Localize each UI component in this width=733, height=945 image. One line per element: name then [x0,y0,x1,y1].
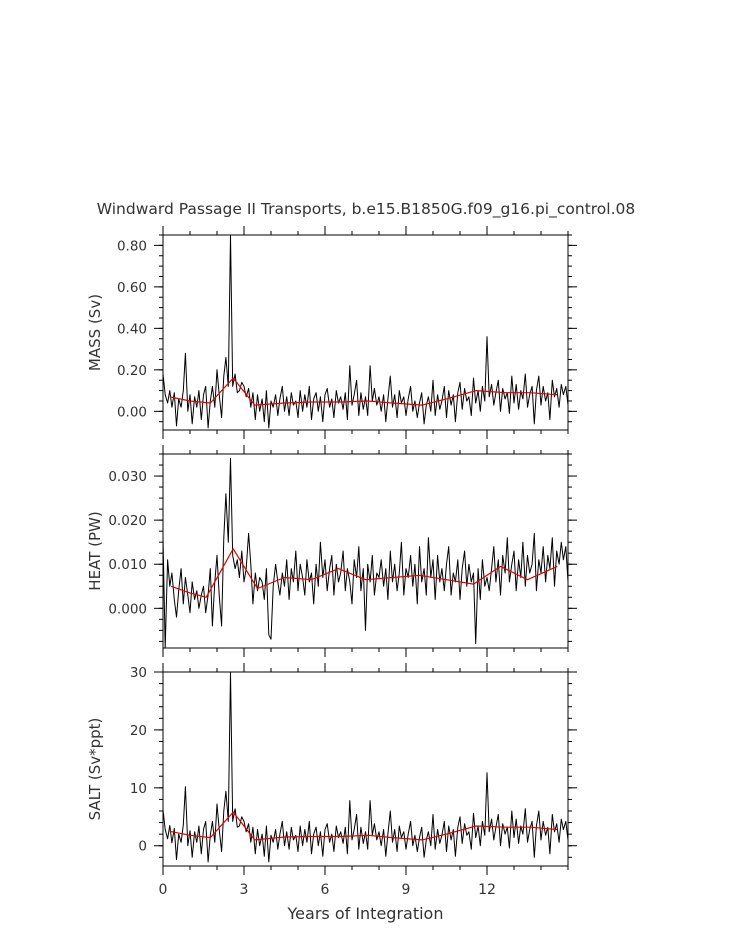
plot-frame [162,234,569,431]
y-tick-label: 30 [130,665,147,681]
y-tick-label: 0.030 [108,469,147,485]
chart-title: Windward Passage II Transports, b.e15.B1… [97,200,636,219]
x-tick-label: 12 [478,882,496,898]
panel-0: 0.00 0.20 0.40 0.60 0.80 MASS (Sv) [86,226,577,439]
smoothed-series-line [170,548,558,598]
smoothed-series-line [169,377,558,406]
y-tick-label: 0.60 [117,280,147,296]
raw-series-line [162,671,569,863]
y-tick-label: 10 [130,781,147,797]
y-tick-label: 0.80 [117,238,147,254]
y-tick-label: 0.20 [117,363,147,379]
x-tick-label: 0 [159,882,168,898]
y-tick-label: 0 [138,839,147,855]
y-tick-label: 0.020 [108,513,147,529]
y-tick-label: 0.40 [117,321,147,337]
x-tick-label: 3 [240,882,249,898]
raw-series-line [162,457,569,649]
x-axis-label: Years of Integration [287,904,444,923]
raw-series-line [162,234,569,429]
y-axis-label: SALT (Sv*ppt) [86,718,104,821]
x-tick-label: 9 [402,882,411,898]
y-tick-label: 20 [130,723,147,739]
y-axis-label: HEAT (PW) [86,511,104,590]
plot-frame [162,671,569,867]
y-axis-label: MASS (Sv) [86,294,104,371]
x-tick-label: 6 [321,882,330,898]
y-tick-label: 0.00 [117,404,147,420]
panel-1: 0.000 0.010 0.020 0.030 HEAT (PW) [86,445,577,657]
panel-2: 0 10 20 30 0 3 6 9 12 SALT (Sv*ppt) Years of Integ… [86,663,577,923]
y-tick-label: 0.010 [108,557,147,573]
y-tick-label: 0.000 [108,601,147,617]
smoothed-series-line [169,811,558,841]
